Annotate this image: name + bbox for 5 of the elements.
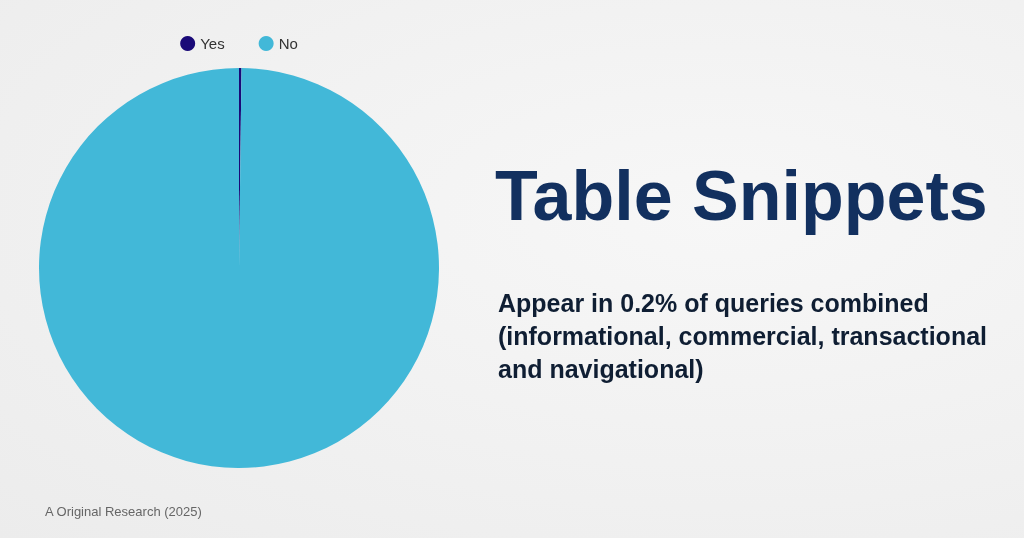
legend-label: Yes bbox=[200, 35, 225, 52]
text: A Original Research (2025) bbox=[45, 504, 202, 519]
text: Table Snippets bbox=[495, 157, 988, 235]
text: Appear in 0.2% of queries combined (informational, commercial, transactional and navigational) bbox=[498, 288, 994, 383]
legend-label: No bbox=[278, 35, 298, 52]
